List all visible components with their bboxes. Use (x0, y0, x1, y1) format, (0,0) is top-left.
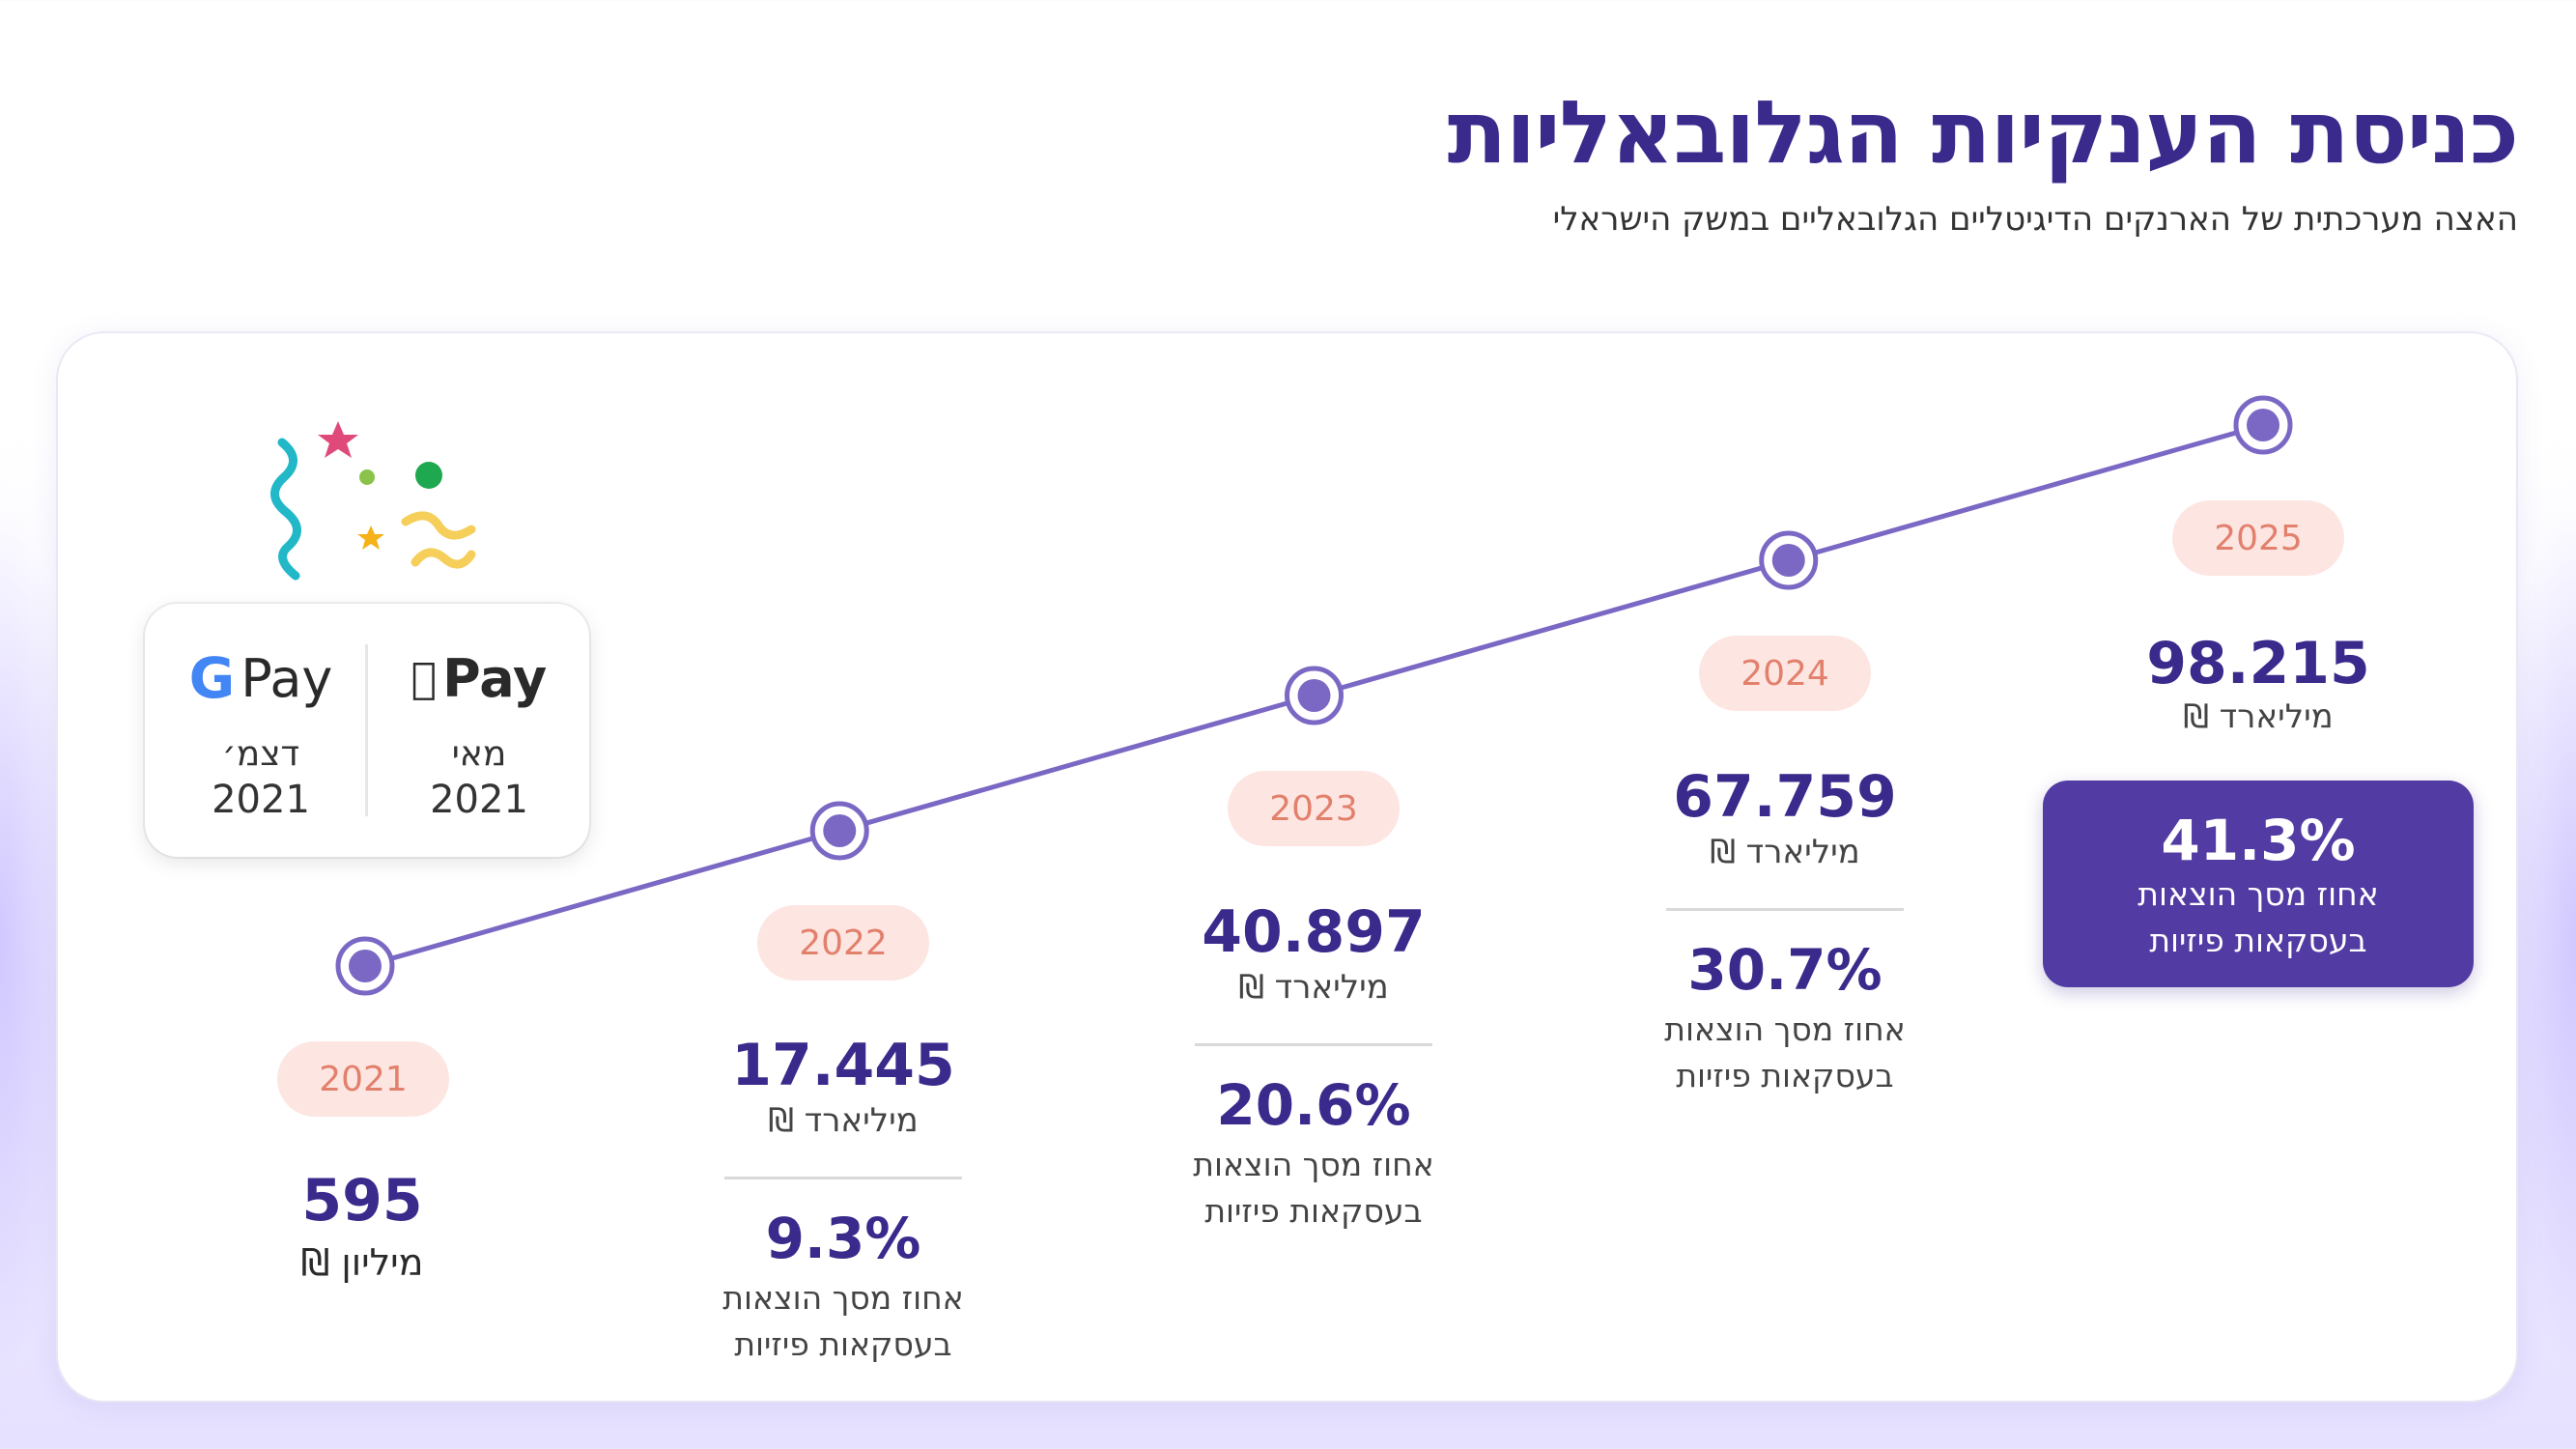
share-label-2025: 41.3% (2161, 808, 2356, 873)
apple-pay-label: Pay (429, 647, 547, 709)
data-label-2025: 98.215 (2146, 630, 2370, 697)
apple-pay-logo:  Pay (382, 644, 576, 712)
data-point-2022 (809, 801, 869, 861)
confetti-icon (270, 421, 476, 581)
payment-launch-card: G Pay  Pay דצמ׳ 2021 מאי 2021 (145, 604, 589, 857)
share-label-2023: 20.6% (1216, 1072, 1411, 1138)
share-highlight-2025: 41.3% אחוז מסך הוצאות בעסקאות פיזיות (2043, 781, 2474, 987)
separator-2024 (1666, 908, 1904, 911)
pay-divider (365, 644, 368, 816)
share-caption-2022: אחוז מסך הוצאות בעסקאות פיזיות (722, 1279, 964, 1363)
data-point-2025 (2233, 395, 2293, 455)
unit-label-2024: מיליארד ₪ (1710, 833, 1860, 871)
google-pay-year: 2021 (212, 778, 310, 822)
share-caption-2025: אחוז מסך הוצאות בעסקאות פיזיות (2137, 875, 2379, 959)
share-caption-2024: אחוז מסך הוצאות בעסקאות פיזיות (1664, 1010, 1906, 1094)
unit-label-2023: מיליארד ₪ (1238, 968, 1389, 1007)
google-pay-logo: G Pay (164, 644, 357, 712)
share-label-2024: 30.7% (1687, 937, 1882, 1003)
share-caption-2023: אחוז מסך הוצאות בעסקאות פיזיות (1193, 1146, 1434, 1230)
year-label-2025: 2025 (2172, 500, 2344, 576)
unit-label-2025: מיליארד ₪ (2183, 697, 2334, 736)
apple-icon:  (411, 654, 437, 703)
year-label-2022: 2022 (757, 905, 929, 980)
data-label-2024: 67.759 (1673, 763, 1897, 831)
google-pay-label: Pay (241, 647, 333, 709)
apple-pay-year: 2021 (430, 778, 528, 822)
data-label-2022: 17.445 (731, 1032, 955, 1099)
year-label-2024: 2024 (1699, 636, 1871, 711)
unit-label-2022: מיליארד ₪ (768, 1101, 919, 1140)
data-label-2023: 40.897 (1202, 898, 1426, 966)
data-point-2024 (1759, 530, 1819, 590)
page-subtitle: האצה מערכתית של הארנקים הדיגיטליים הגלוב… (1552, 200, 2518, 239)
year-label-2021: 2021 (277, 1041, 449, 1117)
page-title: כניסת הענקיות הגלובאליות (1447, 82, 2519, 184)
data-point-2021 (335, 936, 395, 996)
separator-2022 (724, 1177, 962, 1179)
google-pay-month: דצמ׳ (221, 734, 300, 774)
separator-2023 (1195, 1043, 1432, 1046)
apple-pay-month: מאי (451, 734, 507, 774)
share-label-2022: 9.3% (765, 1206, 921, 1271)
google-g-icon: G (188, 645, 236, 711)
data-label-2021: 595 (301, 1167, 423, 1235)
data-point-2023 (1285, 666, 1344, 725)
unit-label-2021: מיליון ₪ (300, 1241, 424, 1284)
year-label-2023: 2023 (1228, 771, 1400, 846)
